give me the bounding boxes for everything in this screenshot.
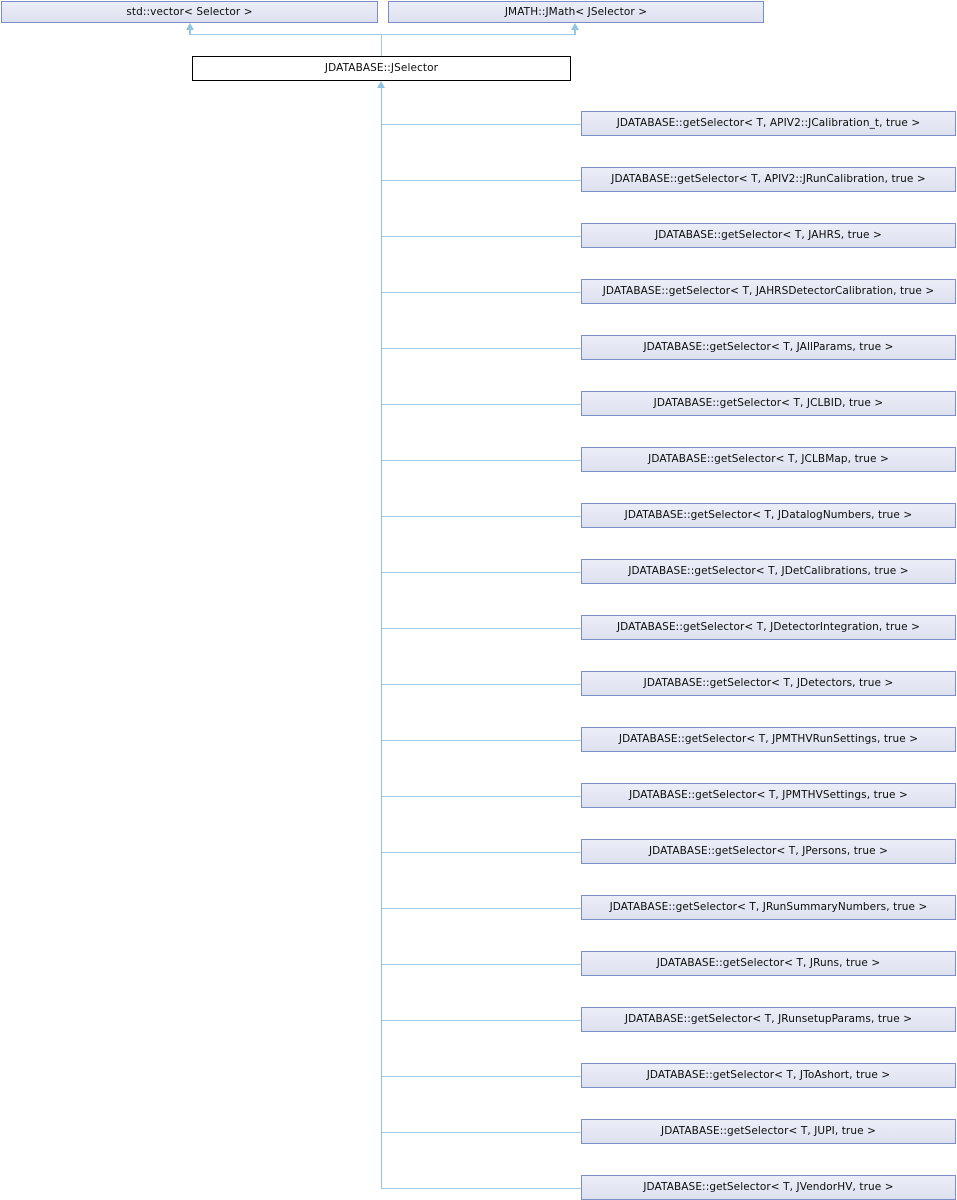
connector-line-horizontal	[381, 572, 582, 573]
derived-class-label: JDATABASE::getSelector< T, JPMTHVRunSett…	[618, 734, 919, 745]
connector-line-horizontal	[381, 404, 582, 405]
current-class-node-jselector[interactable]: JDATABASE::JSelector	[192, 56, 571, 81]
connector-line-horizontal	[381, 796, 582, 797]
derived-class-node[interactable]: JDATABASE::getSelector< T, JDetCalibrati…	[581, 559, 956, 584]
derived-class-label: JDATABASE::getSelector< T, JCLBID, true …	[653, 398, 884, 409]
derived-class-node[interactable]: JDATABASE::getSelector< T, APIV2::JRunCa…	[581, 167, 956, 192]
derived-class-node[interactable]: JDATABASE::getSelector< T, JCLBMap, true…	[581, 447, 956, 472]
connector-line-horizontal	[381, 348, 582, 349]
connector-line-horizontal	[381, 908, 582, 909]
derived-class-label: JDATABASE::getSelector< T, JVendorHV, tr…	[643, 1182, 894, 1193]
derived-class-label: JDATABASE::getSelector< T, JRunSummaryNu…	[609, 902, 928, 913]
derived-class-label: JDATABASE::getSelector< T, JDetCalibrati…	[628, 566, 909, 577]
derived-class-label: JDATABASE::getSelector< T, JAHRS, true >	[655, 230, 882, 241]
derived-class-node[interactable]: JDATABASE::getSelector< T, JPersons, tru…	[581, 839, 956, 864]
derived-class-node[interactable]: JDATABASE::getSelector< T, JCLBID, true …	[581, 391, 956, 416]
derived-class-node[interactable]: JDATABASE::getSelector< T, JDatalogNumbe…	[581, 503, 956, 528]
derived-class-node[interactable]: JDATABASE::getSelector< T, APIV2::JCalib…	[581, 111, 956, 136]
derived-class-label: JDATABASE::getSelector< T, JCLBMap, true…	[648, 454, 889, 465]
connector-line-horizontal	[381, 292, 582, 293]
derived-class-label: JDATABASE::getSelector< T, APIV2::JCalib…	[616, 118, 921, 129]
connector-line-horizontal	[381, 1076, 582, 1077]
derived-class-label: JDATABASE::getSelector< T, APIV2::JRunCa…	[611, 174, 926, 185]
connector-line-vertical	[381, 84, 382, 1189]
derived-class-node[interactable]: JDATABASE::getSelector< T, JAllParams, t…	[581, 335, 956, 360]
derived-class-label: JDATABASE::getSelector< T, JPMTHVSetting…	[629, 790, 908, 801]
derived-class-node[interactable]: JDATABASE::getSelector< T, JPMTHVSetting…	[581, 783, 956, 808]
derived-class-node[interactable]: JDATABASE::getSelector< T, JDetectorInte…	[581, 615, 956, 640]
connector-line-horizontal	[381, 964, 582, 965]
derived-class-label: JDATABASE::getSelector< T, JUPI, true >	[661, 1126, 876, 1137]
connector-line-vertical	[575, 28, 576, 35]
connector-line-horizontal	[381, 1132, 582, 1133]
current-class-label: JDATABASE::JSelector	[324, 63, 439, 74]
derived-class-label: JDATABASE::getSelector< T, JToAshort, tr…	[646, 1070, 891, 1081]
connector-line-horizontal	[381, 180, 582, 181]
connector-line-horizontal	[381, 516, 582, 517]
derived-class-node[interactable]: JDATABASE::getSelector< T, JAHRSDetector…	[581, 279, 956, 304]
connector-line-horizontal	[381, 628, 582, 629]
derived-class-label: JDATABASE::getSelector< T, JAHRSDetector…	[602, 286, 935, 297]
inheritance-arrow-icon	[186, 23, 194, 30]
derived-class-label: JDATABASE::getSelector< T, JAllParams, t…	[643, 342, 894, 353]
derived-class-label: JDATABASE::getSelector< T, JDetectors, t…	[643, 678, 894, 689]
connector-line-horizontal	[381, 460, 582, 461]
derived-class-label: JDATABASE::getSelector< T, JRunsetupPara…	[624, 1014, 913, 1025]
connector-line-horizontal	[381, 1020, 582, 1021]
connector-line-vertical	[381, 34, 382, 56]
connector-line-horizontal	[381, 236, 582, 237]
derived-class-label: JDATABASE::getSelector< T, JDatalogNumbe…	[624, 510, 913, 521]
base-class-label: std::vector< Selector >	[126, 6, 253, 18]
connector-line-horizontal	[381, 1188, 582, 1189]
inheritance-arrow-icon	[571, 23, 579, 30]
connector-line-horizontal	[190, 34, 576, 35]
derived-class-node[interactable]: JDATABASE::getSelector< T, JUPI, true >	[581, 1119, 956, 1144]
connector-line-horizontal	[381, 852, 582, 853]
derived-class-label: JDATABASE::getSelector< T, JDetectorInte…	[616, 622, 921, 633]
connector-line-horizontal	[381, 124, 582, 125]
base-class-node-jmath[interactable]: JMATH::JMath< JSelector >	[388, 1, 764, 23]
connector-line-horizontal	[381, 740, 582, 741]
derived-class-node[interactable]: JDATABASE::getSelector< T, JToAshort, tr…	[581, 1063, 956, 1088]
derived-class-node[interactable]: JDATABASE::getSelector< T, JVendorHV, tr…	[581, 1175, 956, 1200]
derived-class-node[interactable]: JDATABASE::getSelector< T, JRunsetupPara…	[581, 1007, 956, 1032]
connector-line-vertical	[190, 28, 191, 35]
derived-class-label: JDATABASE::getSelector< T, JPersons, tru…	[648, 846, 889, 857]
connector-line-horizontal	[381, 684, 582, 685]
derived-class-node[interactable]: JDATABASE::getSelector< T, JPMTHVRunSett…	[581, 727, 956, 752]
derived-class-node[interactable]: JDATABASE::getSelector< T, JAHRS, true >	[581, 223, 956, 248]
base-class-node-std-vector[interactable]: std::vector< Selector >	[1, 1, 378, 23]
derived-class-node[interactable]: JDATABASE::getSelector< T, JRunSummaryNu…	[581, 895, 956, 920]
base-class-label: JMATH::JMath< JSelector >	[504, 6, 648, 18]
derived-class-node[interactable]: JDATABASE::getSelector< T, JDetectors, t…	[581, 671, 956, 696]
derived-class-label: JDATABASE::getSelector< T, JRuns, true >	[656, 958, 881, 969]
derived-class-node[interactable]: JDATABASE::getSelector< T, JRuns, true >	[581, 951, 956, 976]
